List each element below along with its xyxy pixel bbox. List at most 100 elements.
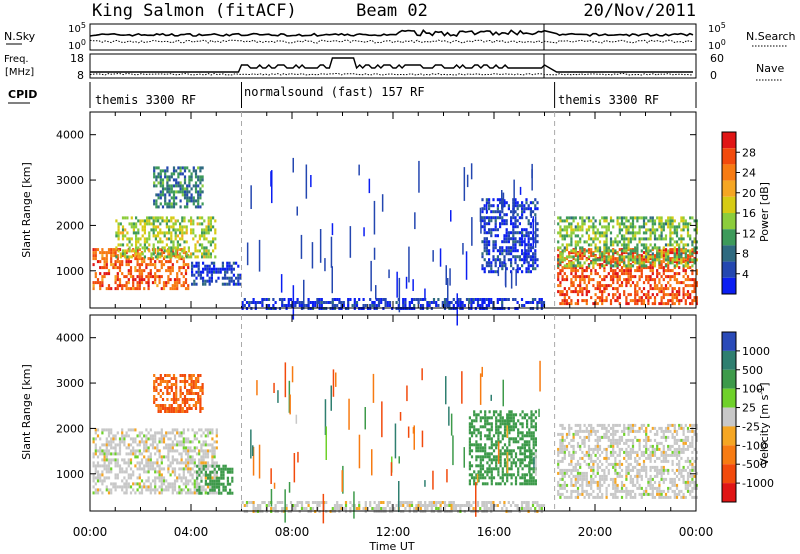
heatmap-cell: [693, 240, 696, 244]
heatmap-cell: [561, 299, 564, 303]
heatmap-cell: [596, 284, 599, 288]
heatmap-cell: [603, 290, 606, 294]
heatmap-cell: [180, 488, 183, 492]
heatmap-cell: [176, 491, 179, 495]
heatmap-cell: [147, 281, 150, 285]
heatmap-cell: [572, 275, 575, 279]
heatmap-cell: [645, 278, 648, 282]
heatmap-cell: [201, 389, 204, 392]
heatmap-cell: [127, 287, 130, 291]
heatmap-cell: [198, 491, 201, 495]
heatmap-cell: [172, 222, 175, 226]
heatmap-cell: [159, 240, 162, 244]
heatmap-cell: [191, 458, 194, 462]
heatmap-cell: [171, 431, 174, 435]
heatmap-cell: [492, 216, 495, 220]
heatmap-cell: [177, 166, 180, 170]
heatmap-cell: [609, 237, 613, 241]
heatmap-cell: [625, 264, 628, 268]
heatmap-cell: [671, 243, 674, 247]
heatmap-cell: [623, 264, 626, 268]
heatmap-cell: [623, 240, 626, 244]
heatmap-cell: [557, 492, 560, 496]
heatmap-cell: [512, 267, 515, 271]
heatmap-cell: [647, 237, 650, 241]
heatmap-cell: [371, 301, 374, 304]
heatmap-cell: [154, 225, 157, 229]
heatmap-cell: [664, 275, 668, 279]
heatmap-cell: [514, 504, 517, 507]
heatmap-cell: [248, 501, 251, 504]
heatmap-cell: [173, 287, 177, 291]
heatmap-cell: [171, 488, 174, 492]
heatmap-cell: [134, 449, 137, 453]
heatmap-cell: [574, 225, 577, 229]
heatmap-cell: [682, 269, 685, 273]
heatmap-cell: [450, 301, 453, 304]
heatmap-cell: [149, 452, 152, 456]
heatmap-cell: [171, 491, 174, 495]
heatmap-cell: [576, 234, 580, 238]
heatmap-cell: [559, 225, 562, 229]
heatmap-cell: [512, 425, 515, 429]
heatmap-cell: [520, 304, 524, 307]
heatmap-cell: [647, 266, 650, 270]
heatmap-cell: [190, 216, 193, 220]
heatmap-cell: [206, 443, 210, 447]
heatmap-cell: [230, 267, 233, 271]
heatmap-cell: [526, 473, 529, 477]
heatmap-cell: [572, 284, 575, 288]
heatmap-cell: [318, 301, 321, 304]
heatmap-cell: [200, 428, 203, 432]
heatmap-cell: [487, 507, 491, 510]
heatmap-cell: [143, 434, 146, 438]
heatmap-cell: [587, 237, 591, 241]
heatmap-cell: [180, 476, 183, 480]
heatmap-cell: [167, 281, 170, 285]
heatmap-cell: [424, 501, 427, 504]
heatmap-cell: [568, 453, 571, 457]
heatmap-cell: [184, 269, 188, 273]
heatmap-cell: [686, 293, 690, 297]
heatmap-cell: [634, 287, 637, 291]
heatmap-cell: [576, 222, 580, 226]
heatmap-cell: [662, 269, 665, 273]
heatmap-cell: [492, 204, 495, 208]
heatmap-cell: [651, 260, 654, 264]
heatmap-cell: [143, 440, 146, 444]
heatmap-cell: [149, 263, 152, 267]
heatmap-cell: [481, 504, 484, 507]
heatmap-cell: [598, 435, 602, 439]
heatmap-cell: [107, 440, 111, 444]
heatmap-cell: [534, 267, 537, 271]
heatmap-cell: [508, 416, 511, 420]
heatmap-cell: [138, 269, 141, 273]
heatmap-cell: [424, 288, 426, 301]
heatmap-cell: [629, 231, 632, 235]
heatmap-cell: [645, 266, 648, 270]
heatmap-cell: [92, 479, 95, 483]
heatmap-cell: [507, 252, 510, 256]
heatmap-cell: [470, 163, 473, 180]
heatmap-cell: [148, 234, 151, 238]
heatmap-cell: [134, 440, 137, 444]
heatmap-cell: [574, 246, 577, 250]
heatmap-cell: [175, 392, 178, 395]
heatmap-cell: [490, 298, 493, 301]
heatmap-cell: [358, 504, 361, 507]
heatmap-cell: [682, 243, 685, 247]
heatmap-cell: [658, 278, 661, 282]
heatmap-cell: [169, 449, 172, 453]
heatmap-cell: [561, 447, 564, 451]
heatmap-cell: [121, 254, 124, 258]
heatmap-cell: [305, 164, 308, 199]
heatmap-cell: [191, 264, 194, 268]
heatmap-cell: [579, 474, 582, 478]
heatmap-cell: [432, 298, 436, 301]
heatmap-cell: [172, 172, 176, 176]
heatmap-cell: [505, 267, 508, 271]
heatmap-cell: [172, 205, 176, 209]
heatmap-cell: [496, 301, 499, 304]
heatmap-cell: [103, 272, 106, 276]
heatmap-cell: [483, 249, 486, 253]
